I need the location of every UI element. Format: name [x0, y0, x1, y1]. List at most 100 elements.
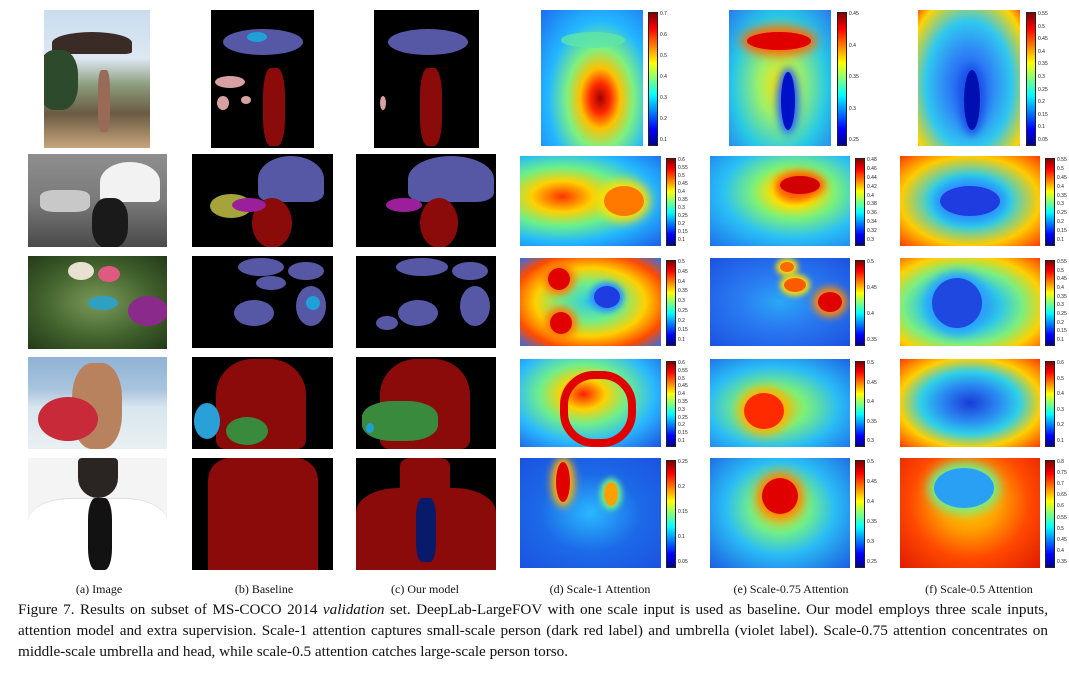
parasol-1: [68, 262, 94, 280]
colorbar-tick-label: 0.2: [678, 422, 685, 429]
colorbar-tick-label: 0.25: [1057, 311, 1067, 317]
colorbar-tick-label: 0.3: [867, 237, 874, 243]
hotspot-3: [780, 262, 794, 272]
scale1-attention-row3: [520, 258, 661, 346]
colorbar-tick-label: 0.4: [678, 391, 685, 398]
colorbar-e-row3: [855, 260, 865, 346]
colorbar-tick-label: 0.25: [849, 137, 859, 143]
colorbar-tick-label: 0.3: [660, 95, 667, 101]
subfigure-label-a: (a) Image: [75, 582, 123, 596]
colorbar-tick-label: 0.55: [678, 165, 688, 171]
colorbar-tick-label: 0.4: [867, 499, 874, 505]
figure-grid: 0.7 0.6 0.5 0.4 0.3 0.2 0.1 0.45 0.4 0.35 0.3 0.25…: [28, 10, 1067, 570]
small-cyan-segment: [366, 423, 374, 433]
colorbar-tick-label: 0.45: [1038, 36, 1048, 43]
colorbar-tick-label: 0.5: [678, 173, 685, 179]
colorbar-f-row5: [1045, 460, 1055, 568]
colorbar-tick-label: 0.4: [849, 42, 856, 49]
colorbar-f-row3: [1045, 260, 1055, 346]
colorbar-tick-label: 0.05: [1038, 137, 1048, 143]
pink-segment: [215, 76, 245, 88]
colorbar-tick-label: 0.3: [678, 298, 685, 304]
scale1-attention-row4: [520, 359, 661, 447]
subfigure-label-c: (c) Our model: [391, 582, 459, 596]
umbrella: [100, 162, 160, 202]
colorbar-tick-label: 0.4: [867, 192, 874, 199]
umbrella-hotspot: [747, 32, 811, 50]
cold-region: [932, 278, 982, 328]
colorbar-tick-label: 0.55: [1057, 157, 1067, 163]
ours-row2: [356, 154, 496, 247]
colorbar-tick-label: 0.15: [678, 229, 688, 235]
hotspot-2: [784, 278, 806, 292]
umbrella-segment: [258, 156, 324, 202]
colorbar-tick-label: 0.45: [1057, 536, 1067, 543]
colorbar-tick-label: 0.25: [678, 213, 688, 219]
umbrella-segment: [408, 156, 494, 202]
colorbar-tick-label: 0.25: [867, 559, 877, 565]
colorbar-tick-label: 0.45: [1057, 174, 1067, 181]
colorbar-tick-label: 0.44: [867, 174, 877, 181]
colorbar-e-row5: [855, 460, 865, 568]
colorbar-tick-label: 0.2: [660, 116, 667, 122]
colorbar-tick-label: 0.35: [678, 288, 688, 295]
colorbar-tick-label: 0.45: [867, 379, 877, 386]
colorbar-tick-label: 0.3: [867, 539, 874, 545]
ours-row4: [356, 357, 496, 449]
umbrella-segment-5: [376, 316, 398, 330]
surfboard-segment: [362, 401, 438, 441]
colorbar-tick-label: 0.15: [1057, 328, 1067, 335]
colorbar-tick-label: 0.15: [1057, 228, 1067, 235]
person: [98, 70, 110, 132]
umbrella-segment-3: [460, 286, 490, 326]
umbrella-segment: [388, 29, 468, 55]
colorbar-tick-label: 0.35: [1038, 61, 1048, 68]
colorbar-tick-label: 0.2: [1057, 422, 1064, 429]
colorbar-tick-label: 0.1: [678, 534, 685, 540]
surfboard-cyan-segment: [194, 403, 220, 439]
colorbar-tick-label: 0.45: [678, 268, 688, 275]
colorbar-e-row2: [855, 158, 865, 246]
colorbar-tick-label: 0.35: [1057, 192, 1067, 199]
colorbar-tick-label: 0.1: [1038, 124, 1045, 131]
magenta-segment: [386, 198, 422, 212]
colorbar-f-row2: [1045, 158, 1055, 246]
colorbar-tick-label: 0.1: [1057, 438, 1064, 444]
colorbar-tick-label: 0.1: [1057, 337, 1064, 343]
subfigure-label-b: (b) Baseline: [234, 582, 294, 596]
colorbar-tick-label: 0.05: [678, 559, 688, 565]
colorbar-tick-label: 0.4: [1038, 48, 1045, 55]
colorbar-tick-label: 0.75: [1057, 470, 1067, 477]
image-row4: [28, 357, 167, 449]
tie: [88, 498, 112, 570]
colorbar-tick-label: 0.48: [867, 157, 877, 163]
colorbar-tick-label: 0.55: [1057, 259, 1067, 265]
colorbar-d-row4: [666, 361, 676, 447]
colorbar-tick-label: 0.3: [678, 406, 685, 413]
neck-hotspot: [762, 478, 798, 514]
neck-segment: [400, 458, 450, 498]
cold-spot: [594, 286, 620, 308]
colorbar-tick-label: 0.3: [1057, 201, 1064, 208]
scale05-attention-row3: [900, 258, 1040, 346]
colorbar-tick-label: 0.2: [678, 221, 685, 227]
colorbar-tick-label: 0.5: [678, 375, 685, 382]
scale1-attention-row5: [520, 458, 661, 568]
colorbar-d-row5: [666, 460, 676, 568]
small-person-segment: [380, 96, 386, 110]
magenta-segment: [232, 198, 266, 212]
surfboard: [38, 397, 98, 441]
colorbar-tick-label: 0.4: [1057, 183, 1064, 190]
figure-caption: Figure 7. Results on subset of MS-COCO 2…: [18, 599, 1048, 662]
colorbar-tick-label: 0.5: [660, 53, 667, 59]
parasol-4: [88, 296, 118, 310]
person-segment: [420, 198, 458, 247]
head-cold: [934, 468, 994, 508]
colorbar-tick-label: 0.36: [867, 210, 877, 217]
image-row2: [28, 154, 167, 247]
colorbar-tick-label: 0.1: [678, 237, 685, 243]
person-segment: [263, 68, 285, 146]
hotspot-1: [818, 292, 842, 312]
colorbar-tick-label: 0.5: [867, 459, 874, 465]
colorbar-tick-label: 0.25: [678, 459, 688, 465]
